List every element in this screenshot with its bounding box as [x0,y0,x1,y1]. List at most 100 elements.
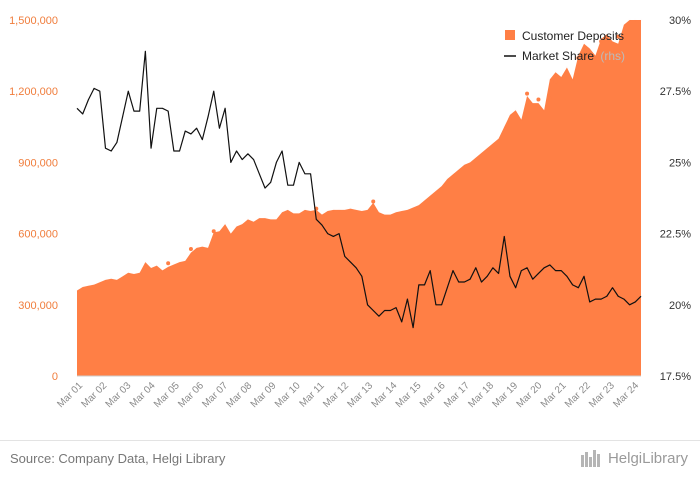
deposits-point[interactable] [195,246,198,249]
market-share-point[interactable] [303,172,306,175]
deposits-point[interactable] [155,264,158,267]
deposits-point[interactable] [571,78,574,81]
deposits-point[interactable] [497,137,500,140]
deposits-point[interactable] [440,185,443,188]
market-share-point[interactable] [486,275,489,278]
market-share-point[interactable] [469,278,472,281]
deposits-point[interactable] [463,163,466,166]
deposits-point[interactable] [400,210,403,213]
deposits-point[interactable] [207,246,210,249]
market-share-point[interactable] [207,115,210,118]
deposits-point[interactable] [98,281,101,284]
market-share-point[interactable] [332,235,335,238]
deposits-point[interactable] [189,251,192,254]
market-share-point[interactable] [212,90,215,93]
deposits-point[interactable] [303,208,306,211]
market-share-point[interactable] [463,281,466,284]
market-share-point[interactable] [571,283,574,286]
market-share-point[interactable] [132,110,135,113]
deposits-point[interactable] [115,278,118,281]
deposits-point[interactable] [286,208,289,211]
market-share-point[interactable] [195,127,198,130]
market-share-point[interactable] [543,266,546,269]
deposits-point[interactable] [634,19,637,22]
deposits-point[interactable] [446,178,449,181]
deposits-point[interactable] [201,245,204,248]
deposits-point[interactable] [520,118,523,121]
deposits-point[interactable] [229,232,232,235]
deposits-point[interactable] [377,211,380,214]
deposits-point[interactable] [554,71,557,74]
deposits-point[interactable] [127,271,130,274]
market-share-point[interactable] [640,295,643,298]
deposits-point[interactable] [110,277,113,280]
deposits-point[interactable] [417,204,420,207]
market-share-point[interactable] [98,90,101,93]
market-share-point[interactable] [218,127,221,130]
market-share-point[interactable] [167,110,170,113]
deposits-point[interactable] [161,269,164,272]
deposits-point[interactable] [469,161,472,164]
market-share-point[interactable] [366,303,369,306]
deposits-point[interactable] [93,283,96,286]
market-share-point[interactable] [531,278,534,281]
market-share-point[interactable] [417,283,420,286]
market-share-point[interactable] [605,295,608,298]
deposits-point[interactable] [640,19,643,22]
legend-item-market-share[interactable]: Market Share (rhs) [504,49,625,63]
market-share-point[interactable] [503,235,506,238]
deposits-point[interactable] [258,217,261,220]
deposits-point[interactable] [241,223,244,226]
market-share-point[interactable] [161,107,164,110]
deposits-point[interactable] [503,125,506,128]
market-share-point[interactable] [326,232,329,235]
market-share-point[interactable] [446,286,449,289]
deposits-point[interactable] [423,199,426,202]
market-share-point[interactable] [457,281,460,284]
market-share-point[interactable] [241,158,244,161]
market-share-point[interactable] [115,141,118,144]
deposits-point[interactable] [349,207,352,210]
market-share-point[interactable] [583,275,586,278]
deposits-point[interactable] [560,75,563,78]
market-share-point[interactable] [87,98,90,101]
deposits-point[interactable] [178,261,181,264]
deposits-point[interactable] [338,208,341,211]
market-share-point[interactable] [286,184,289,187]
market-share-point[interactable] [355,266,358,269]
market-share-point[interactable] [298,161,301,164]
deposits-point[interactable] [246,218,249,221]
deposits-point[interactable] [150,267,153,270]
deposits-point[interactable] [218,230,221,233]
brand-logo[interactable]: HelgiLibrary [580,449,688,467]
market-share-point[interactable] [360,275,363,278]
market-share-point[interactable] [565,275,568,278]
market-share-point[interactable] [349,261,352,264]
deposits-point[interactable] [104,278,107,281]
deposits-point[interactable] [383,213,386,216]
market-share-point[interactable] [372,309,375,312]
market-share-point[interactable] [320,224,323,227]
market-share-point[interactable] [554,269,557,272]
deposits-point[interactable] [87,284,90,287]
market-share-point[interactable] [343,255,346,258]
deposits-point[interactable] [548,78,551,81]
deposits-point[interactable] [252,220,255,223]
market-share-point[interactable] [258,172,261,175]
market-share-point[interactable] [189,132,192,135]
deposits-point[interactable] [452,173,455,176]
market-share-point[interactable] [144,50,147,53]
market-share-point[interactable] [184,130,187,133]
market-share-point[interactable] [526,266,529,269]
deposits-point[interactable] [281,211,284,214]
deposits-point[interactable] [138,271,141,274]
market-share-point[interactable] [400,320,403,323]
deposits-point[interactable] [275,218,278,221]
market-share-point[interactable] [150,147,153,150]
market-share-point[interactable] [577,286,580,289]
market-share-point[interactable] [121,115,124,118]
market-share-point[interactable] [275,161,278,164]
market-share-point[interactable] [235,150,238,153]
deposits-point[interactable] [264,217,267,220]
market-share-point[interactable] [127,90,130,93]
